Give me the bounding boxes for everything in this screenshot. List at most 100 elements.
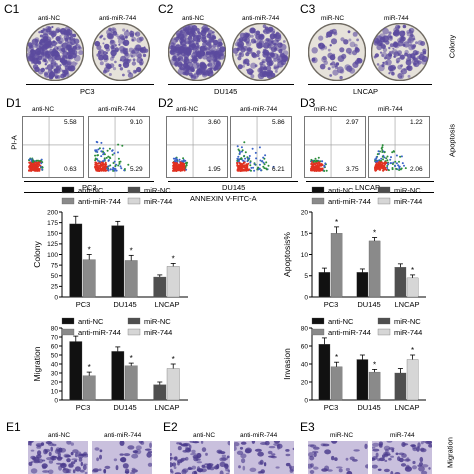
x-tick-label: DU145	[113, 300, 136, 309]
bar	[124, 260, 138, 298]
legend-swatch	[377, 317, 391, 325]
invasion-well	[372, 441, 432, 474]
panel-label-c2: C2	[158, 2, 174, 16]
bar	[82, 375, 96, 401]
group-underline	[308, 84, 432, 85]
legend-label: miR-744	[394, 328, 422, 337]
legend-swatch	[311, 197, 325, 205]
y-tick-label: 0	[304, 397, 308, 404]
y-tick-label: 0	[54, 397, 58, 404]
dish-title: miR-744	[384, 15, 409, 22]
well-title: miR-NC	[330, 432, 354, 439]
y-tick-label: 80	[51, 325, 59, 332]
y-tick-label: 40	[51, 361, 59, 368]
panel-label-d3: D3	[300, 96, 316, 110]
y-tick-label: 0	[54, 294, 58, 301]
flow-scatter	[231, 117, 291, 177]
quadrant-q2-value: 3.60	[208, 119, 221, 126]
legend-swatch	[311, 186, 325, 194]
significance-star: *	[373, 360, 376, 369]
legend-swatch	[61, 186, 75, 194]
colony-dish	[231, 22, 291, 82]
y-tick-label: 40	[301, 361, 309, 368]
panel-label-e3: E3	[300, 420, 315, 434]
y-tick-label: 60	[301, 343, 309, 350]
flow-scatter	[369, 117, 429, 177]
significance-star: *	[411, 266, 414, 275]
legend-swatch	[377, 328, 391, 336]
y-tick-label: 20	[51, 379, 59, 386]
x-tick-label: PC3	[76, 403, 91, 412]
y-tick-label: 20	[301, 209, 309, 216]
legend-label: anti-miR-744	[78, 197, 121, 206]
invasion-well	[170, 441, 230, 474]
x-tick-label: LNCAP	[394, 300, 419, 309]
invasion-well	[28, 441, 88, 474]
x-tick-label: PC3	[324, 403, 339, 412]
y-tick-label: 60	[51, 343, 59, 350]
significance-star: *	[172, 254, 175, 263]
y-tick-label: 30	[51, 370, 59, 377]
y-tick-label: 150	[47, 231, 58, 238]
bar	[82, 259, 96, 298]
quadrant-q4-value: 2.06	[410, 166, 423, 173]
bar	[368, 240, 381, 298]
panel-label-d2: D2	[158, 96, 174, 110]
well-title: anti-miR-744	[240, 432, 278, 439]
quadrant-q2-value: 2.97	[346, 119, 359, 126]
colony-dish	[167, 22, 227, 82]
colony-dish	[25, 22, 85, 82]
dish-graphic	[370, 22, 430, 82]
invasion-well	[234, 441, 294, 474]
bar	[330, 366, 343, 401]
dish-graphic	[167, 22, 227, 82]
y-tick-label: 15	[301, 231, 309, 238]
flow-plot	[230, 116, 292, 178]
cell-line-label: LNCAP	[355, 183, 381, 192]
x-tick-label: LNCAP	[154, 300, 179, 309]
well-title: anti-NC	[193, 432, 216, 439]
legend-label: anti-NC	[328, 317, 354, 326]
panel-label-d1: D1	[6, 96, 22, 110]
bar	[368, 371, 381, 401]
cell-line-label: PC3	[82, 183, 97, 192]
legend-swatch	[127, 317, 141, 325]
bar	[406, 277, 419, 298]
x-tick-label: DU145	[357, 403, 380, 412]
bar	[69, 341, 83, 401]
panel-label-e1: E1	[6, 420, 21, 434]
significance-star: *	[172, 355, 175, 364]
legend-swatch	[61, 328, 75, 336]
well-graphic	[372, 441, 432, 474]
bar	[406, 359, 419, 401]
group-underline	[24, 181, 154, 182]
legend-swatch	[127, 328, 141, 336]
well-graphic	[28, 441, 88, 474]
x-tick-label: DU145	[113, 403, 136, 412]
significance-star: *	[88, 363, 91, 372]
quadrant-q4-value: 6.21	[272, 166, 285, 173]
flow-scatter	[167, 117, 227, 177]
y-tick-label: 50	[51, 273, 59, 280]
y-tick-label: 10	[301, 252, 309, 259]
legend-swatch	[377, 197, 391, 205]
flow-plot	[22, 116, 84, 178]
flow-scatter	[89, 117, 149, 177]
dish-graphic	[307, 22, 367, 82]
well-graphic	[308, 441, 368, 474]
flow-scatter	[305, 117, 365, 177]
migration-side-label: Migration	[445, 437, 455, 468]
bar	[318, 344, 331, 401]
cell-line-label: DU145	[214, 87, 238, 96]
legend-label: miR-744	[394, 197, 422, 206]
quadrant-q2-value: 5.86	[272, 119, 285, 126]
colony-dish	[91, 22, 151, 82]
legend-label: anti-miR-744	[78, 328, 121, 337]
y-tick-label: 20	[301, 379, 309, 386]
y-axis-label: Colony	[32, 241, 42, 268]
bar	[153, 276, 167, 298]
quadrant-q2-value: 9.10	[130, 119, 143, 126]
group-underline	[168, 84, 294, 85]
quadrant-q4-value: 1.95	[208, 166, 221, 173]
flow-title: anti-miR-744	[98, 106, 136, 113]
